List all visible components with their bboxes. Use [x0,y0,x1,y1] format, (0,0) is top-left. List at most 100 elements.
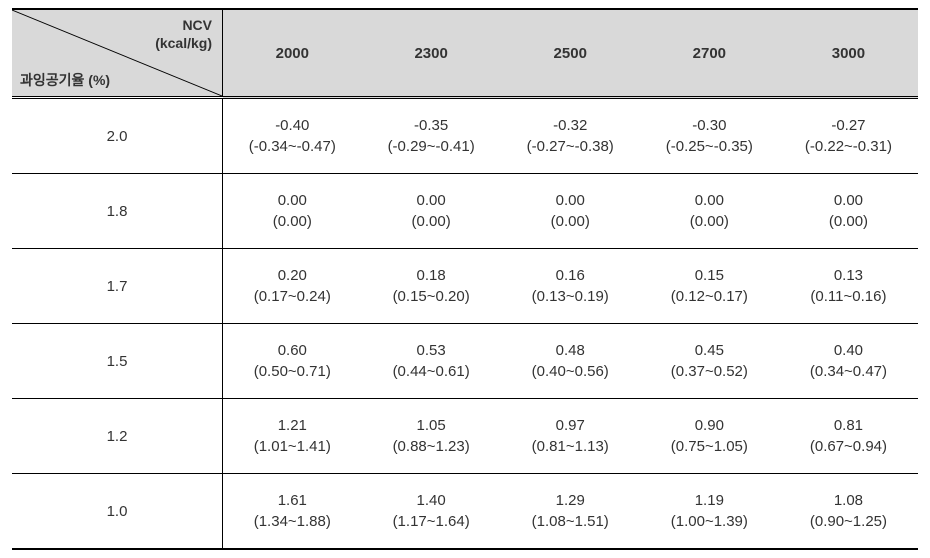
data-cell: -0.27(-0.22~-0.31) [779,98,918,174]
cell-main-value: -0.27 [779,115,918,136]
cell-main-value: 1.21 [223,415,362,436]
cell-range-value: (-0.25~-0.35) [640,136,779,157]
cell-main-value: 0.15 [640,265,779,286]
col-header-3: 2700 [640,9,779,98]
table-row: 1.70.20(0.17~0.24)0.18(0.15~0.20)0.16(0.… [12,249,918,324]
cell-range-value: (-0.29~-0.41) [362,136,501,157]
header-ncv-unit: (kcal/kg) [155,35,212,51]
cell-main-value: -0.30 [640,115,779,136]
cell-range-value: (0.00) [640,211,779,232]
cell-range-value: (-0.22~-0.31) [779,136,918,157]
table-container: NCV (kcal/kg) 과잉공기율 (%) 2000 2300 2500 2… [0,0,930,558]
data-cell: 0.13(0.11~0.16) [779,249,918,324]
col-header-1: 2300 [362,9,501,98]
cell-range-value: (-0.34~-0.47) [223,136,362,157]
data-table: NCV (kcal/kg) 과잉공기율 (%) 2000 2300 2500 2… [12,8,918,550]
cell-range-value: (1.00~1.39) [640,511,779,532]
cell-range-value: (0.00) [223,211,362,232]
data-cell: 0.97(0.81~1.13) [501,399,640,474]
data-cell: -0.30(-0.25~-0.35) [640,98,779,174]
cell-main-value: 1.19 [640,490,779,511]
cell-range-value: (0.88~1.23) [362,436,501,457]
header-diagonal-cell: NCV (kcal/kg) 과잉공기율 (%) [12,9,223,98]
cell-range-value: (1.08~1.51) [501,511,640,532]
cell-main-value: 1.61 [223,490,362,511]
data-cell: 0.00(0.00) [779,174,918,249]
header-row: NCV (kcal/kg) 과잉공기율 (%) 2000 2300 2500 2… [12,9,918,98]
data-cell: 0.00(0.00) [501,174,640,249]
data-cell: 1.29(1.08~1.51) [501,474,640,550]
cell-main-value: 0.16 [501,265,640,286]
row-label: 1.0 [12,474,223,550]
cell-main-value: 1.29 [501,490,640,511]
header-ncv-label: NCV [182,17,212,33]
data-cell: -0.35(-0.29~-0.41) [362,98,501,174]
cell-main-value: 0.81 [779,415,918,436]
data-cell: 0.20(0.17~0.24) [223,249,362,324]
cell-range-value: (0.13~0.19) [501,286,640,307]
cell-main-value: 0.20 [223,265,362,286]
data-cell: 1.61(1.34~1.88) [223,474,362,550]
cell-range-value: (0.15~0.20) [362,286,501,307]
data-cell: -0.32(-0.27~-0.38) [501,98,640,174]
cell-main-value: 0.60 [223,340,362,361]
table-row: 1.21.21(1.01~1.41)1.05(0.88~1.23)0.97(0.… [12,399,918,474]
row-label: 1.8 [12,174,223,249]
cell-range-value: (-0.27~-0.38) [501,136,640,157]
header-bottom-label: 과잉공기율 (%) [20,70,110,90]
cell-main-value: 0.18 [362,265,501,286]
table-row: 1.80.00(0.00)0.00(0.00)0.00(0.00)0.00(0.… [12,174,918,249]
cell-main-value: 0.00 [223,190,362,211]
data-cell: 1.05(0.88~1.23) [362,399,501,474]
cell-main-value: 1.40 [362,490,501,511]
data-cell: -0.40(-0.34~-0.47) [223,98,362,174]
data-cell: 1.21(1.01~1.41) [223,399,362,474]
cell-range-value: (0.90~1.25) [779,511,918,532]
table-body: 2.0-0.40(-0.34~-0.47)-0.35(-0.29~-0.41)-… [12,98,918,550]
cell-range-value: (0.34~0.47) [779,361,918,382]
data-cell: 0.48(0.40~0.56) [501,324,640,399]
cell-main-value: -0.35 [362,115,501,136]
data-cell: 0.53(0.44~0.61) [362,324,501,399]
cell-range-value: (0.17~0.24) [223,286,362,307]
table-row: 2.0-0.40(-0.34~-0.47)-0.35(-0.29~-0.41)-… [12,98,918,174]
cell-range-value: (0.40~0.56) [501,361,640,382]
cell-range-value: (1.34~1.88) [223,511,362,532]
data-cell: 0.45(0.37~0.52) [640,324,779,399]
data-cell: 0.00(0.00) [223,174,362,249]
cell-range-value: (0.44~0.61) [362,361,501,382]
data-cell: 1.08(0.90~1.25) [779,474,918,550]
cell-main-value: 0.00 [362,190,501,211]
cell-main-value: 0.00 [640,190,779,211]
row-label: 1.7 [12,249,223,324]
cell-range-value: (0.00) [779,211,918,232]
cell-range-value: (0.00) [501,211,640,232]
cell-range-value: (0.50~0.71) [223,361,362,382]
cell-range-value: (0.75~1.05) [640,436,779,457]
cell-main-value: 1.05 [362,415,501,436]
row-label: 1.5 [12,324,223,399]
cell-main-value: 0.97 [501,415,640,436]
data-cell: 1.40(1.17~1.64) [362,474,501,550]
cell-main-value: 0.90 [640,415,779,436]
cell-range-value: (0.11~0.16) [779,286,918,307]
cell-range-value: (0.12~0.17) [640,286,779,307]
cell-main-value: 0.00 [501,190,640,211]
cell-main-value: 0.40 [779,340,918,361]
data-cell: 0.40(0.34~0.47) [779,324,918,399]
data-cell: 0.00(0.00) [640,174,779,249]
cell-main-value: 0.00 [779,190,918,211]
data-cell: 1.19(1.00~1.39) [640,474,779,550]
row-label: 2.0 [12,98,223,174]
data-cell: 0.60(0.50~0.71) [223,324,362,399]
table-row: 1.01.61(1.34~1.88)1.40(1.17~1.64)1.29(1.… [12,474,918,550]
cell-range-value: (0.81~1.13) [501,436,640,457]
cell-range-value: (0.67~0.94) [779,436,918,457]
cell-main-value: 0.13 [779,265,918,286]
cell-range-value: (0.00) [362,211,501,232]
col-header-0: 2000 [223,9,362,98]
cell-main-value: 0.48 [501,340,640,361]
cell-main-value: 0.45 [640,340,779,361]
col-header-2: 2500 [501,9,640,98]
cell-range-value: (0.37~0.52) [640,361,779,382]
